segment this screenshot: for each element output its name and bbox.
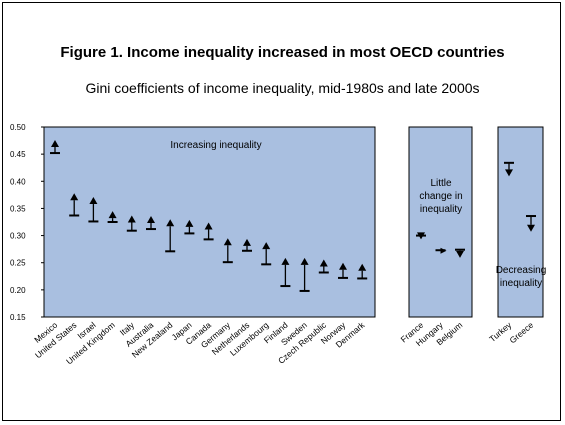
panel-annotation: inequality <box>500 278 542 289</box>
arrow-head <box>440 247 447 254</box>
arrow-head <box>243 238 251 246</box>
y-tick-label: 0.45 <box>10 150 26 159</box>
panel-background <box>408 126 473 318</box>
x-category-label: Greece <box>508 320 536 346</box>
y-tick-label: 0.20 <box>10 286 26 295</box>
arrow-head <box>358 263 367 271</box>
arrow-head <box>108 211 117 219</box>
y-tick-label: 0.40 <box>10 177 26 186</box>
y-tick-label: 0.35 <box>10 204 26 213</box>
chart-subtitle: Gini coefficients of income inequality, … <box>85 80 480 96</box>
panel-annotation: Decreasing <box>496 265 547 276</box>
panel-annotation: change in <box>419 191 462 202</box>
arrow-head <box>204 222 213 230</box>
chart-title: Figure 1. Income inequality increased in… <box>60 44 505 61</box>
y-tick-label: 0.15 <box>10 313 26 322</box>
arrow-head <box>223 238 232 246</box>
figure-border <box>2 2 561 421</box>
arrow-head <box>319 259 328 267</box>
panel-annotation: inequality <box>420 204 462 215</box>
panel-background <box>497 126 544 318</box>
arrow-head <box>262 242 271 250</box>
arrow-head <box>339 262 347 270</box>
arrow-head <box>185 219 194 227</box>
y-tick-label: 0.50 <box>10 123 26 132</box>
arrow-head <box>281 257 290 265</box>
arrow-head <box>505 169 513 177</box>
arrow-head <box>147 216 155 224</box>
panel-background <box>43 126 376 318</box>
y-tick-label: 0.25 <box>10 259 26 268</box>
arrow-head <box>527 224 535 232</box>
arrow-head <box>300 257 309 265</box>
panel-annotation: Increasing inequality <box>170 140 261 151</box>
arrow-head <box>417 232 425 240</box>
arrow-head <box>51 140 59 148</box>
arrow-head <box>89 197 98 205</box>
y-tick-label: 0.30 <box>10 232 26 241</box>
arrow-head <box>70 193 79 201</box>
panel-annotation: Little <box>430 178 452 189</box>
arrow-head <box>166 219 175 227</box>
arrow-head <box>456 250 464 258</box>
arrow-head <box>127 215 136 223</box>
